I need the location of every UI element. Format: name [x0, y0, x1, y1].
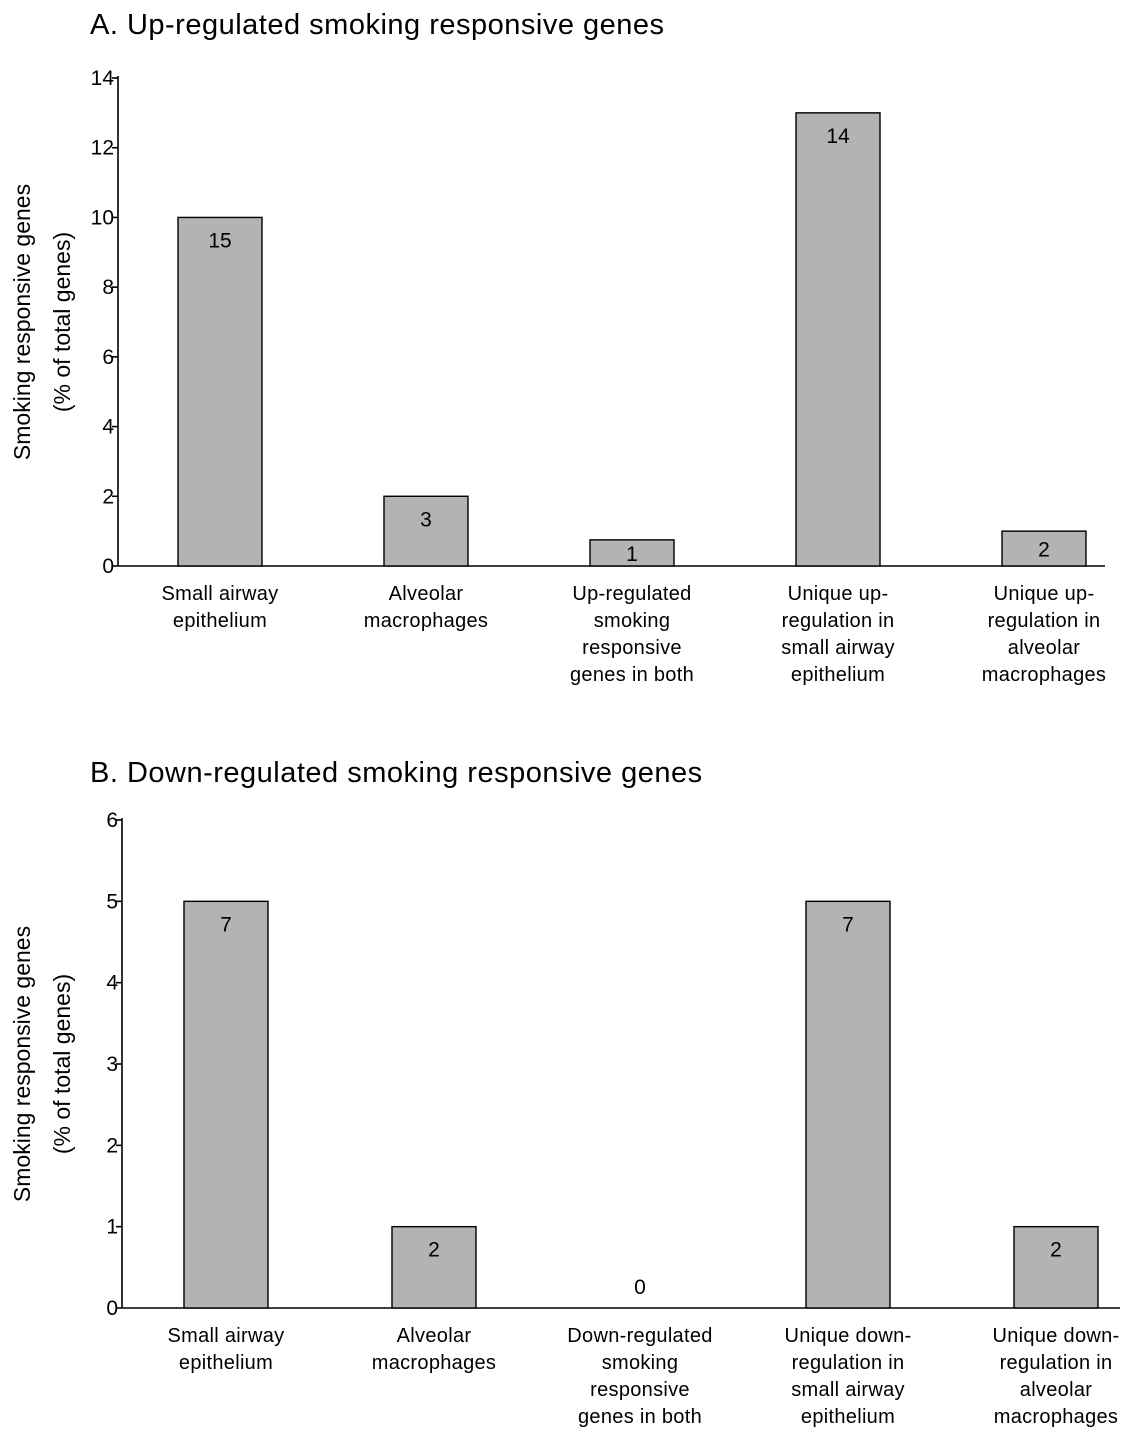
a-y-tick-label: 2 [102, 485, 114, 508]
a-category-label: Small airway epithelium [162, 583, 279, 632]
a-y-tick-label: 12 [91, 137, 114, 160]
a-y-axis-label: (% of total genes) [49, 232, 75, 412]
b-bar [391, 1225, 477, 1309]
a-bar [1001, 530, 1087, 567]
a-category-label: Unique up-regulation in alveolar macrophag… [982, 583, 1106, 686]
b-y-tick-label: 1 [106, 1216, 118, 1239]
a-bar [177, 216, 263, 567]
a-y-tick-label: 0 [102, 555, 114, 578]
b-bar-data-label: 7 [220, 913, 232, 936]
b-y-tick-label: 3 [106, 1053, 118, 1076]
a-bar [383, 495, 469, 567]
b-category-label: Down-regulated smoking responsive genes in … [567, 1325, 712, 1428]
b-bar [805, 900, 891, 1309]
a-y-tick-label: 8 [102, 276, 114, 299]
a-category-label: Alveolar macrophages [364, 583, 488, 632]
a-y-axis-label: Smoking responsive genes [9, 184, 35, 460]
b-category-label: Alveolar macrophages [372, 1325, 496, 1374]
b-bar-data-label: 7 [842, 913, 854, 936]
chart-b-down-regulated: B. Down-regulated smoking responsive gen… [9, 757, 1120, 1428]
b-bar [1013, 1225, 1099, 1309]
a-y-tick-label: 10 [91, 206, 114, 229]
b-y-tick-label: 0 [106, 1297, 118, 1320]
a-bar [795, 112, 881, 567]
b-category-label: Small airway epithelium [168, 1325, 285, 1374]
a-y-tick-label: 6 [102, 346, 114, 369]
a-y-tick-label: 14 [91, 67, 115, 90]
a-category-label: Up-regulated smoking responsive genes in bo… [570, 583, 694, 686]
a-bar-data-label: 3 [420, 508, 432, 531]
a-category-label: Unique up-regulation in small airway epith… [781, 583, 895, 686]
b-y-tick-label: 4 [106, 972, 118, 995]
chart-a-up-regulated: A. Up-regulated smoking responsive genes… [9, 9, 1106, 686]
b-chart-title: B. Down-regulated smoking responsive gen… [90, 757, 703, 789]
b-y-axis-label: (% of total genes) [49, 974, 75, 1154]
b-category-label: Unique down-regulation in small airway epi… [784, 1325, 911, 1428]
b-bar-data-label: 2 [428, 1239, 440, 1262]
a-chart-title: A. Up-regulated smoking responsive genes [90, 9, 665, 41]
a-bar-data-label: 15 [208, 229, 231, 252]
b-category-label: Unique down-regulation in alveolar macroph… [992, 1325, 1119, 1428]
b-y-tick-label: 2 [106, 1134, 118, 1157]
a-bar-data-label: 1 [626, 543, 638, 566]
b-y-tick-label: 6 [106, 809, 118, 832]
b-bar-data-label: 2 [1050, 1239, 1062, 1262]
a-bar [589, 539, 675, 567]
b-bar [183, 900, 269, 1309]
a-bar-data-label: 2 [1038, 539, 1050, 562]
b-y-tick-label: 5 [106, 890, 118, 913]
a-bar-data-label: 14 [826, 125, 850, 148]
b-y-axis-label: Smoking responsive genes [9, 926, 35, 1202]
b-bar-data-label: 0 [634, 1276, 646, 1299]
a-y-tick-label: 4 [102, 416, 114, 439]
